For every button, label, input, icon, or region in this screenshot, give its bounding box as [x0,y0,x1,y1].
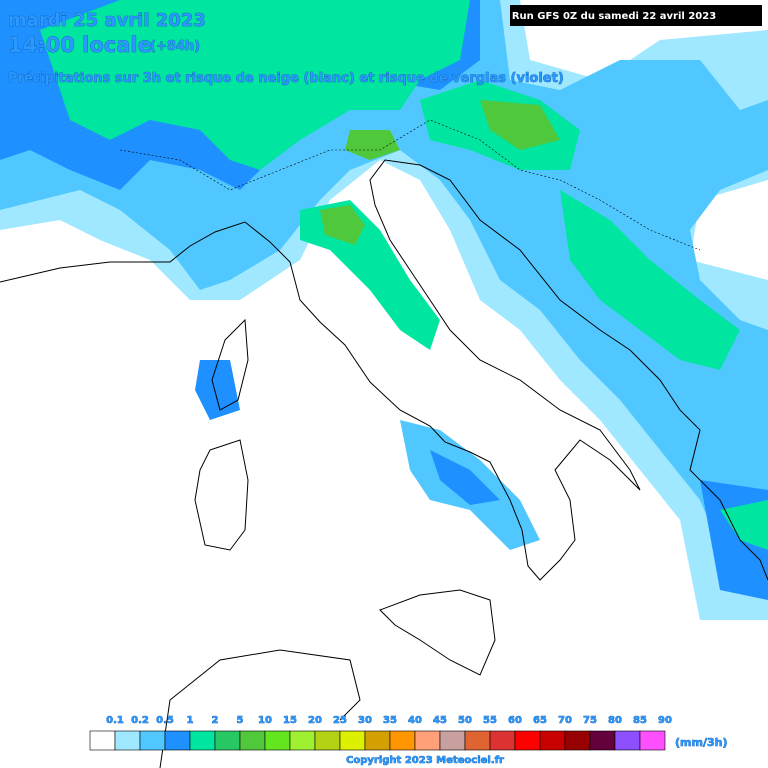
legend-label: 30 [358,715,372,726]
lead-label: (+84h) [150,39,200,54]
precipitation-field [0,0,768,620]
legend-label: 0.5 [156,715,174,726]
time-label: 14:00 locale [8,33,152,57]
legend-label: 75 [583,715,597,726]
coastlines [0,119,768,768]
legend-label: 0.1 [106,715,124,726]
legend: 0.1 0.2 0.5 1 2 5 10 15 20 25 30 35 40 45 50 55 60 65 70 75… [89,715,672,751]
legend-label: 60 [508,715,522,726]
legend-swatch [439,730,466,751]
legend-label: 90 [658,715,672,726]
legend-swatch [139,730,166,751]
run-label: Run GFS 0Z du samedi 22 avril 2023 [512,11,716,22]
legend-label: 0.2 [131,715,149,726]
legend-swatch [164,730,191,751]
subtitle: Précipitations sur 3h et risque de neige… [8,71,564,86]
legend-swatch [614,730,641,751]
legend-label: 50 [458,715,472,726]
legend-label: 40 [408,715,422,726]
legend-swatch [464,730,491,751]
legend-label: 65 [533,715,547,726]
legend-swatch [639,730,666,751]
legend-swatch [414,730,441,751]
legend-swatch [214,730,241,751]
legend-label: 1 [187,715,194,726]
legend-swatch [114,730,141,751]
legend-label: 80 [608,715,622,726]
legend-swatch [589,730,616,751]
legend-label: 10 [258,715,272,726]
legend-label: 15 [283,715,297,726]
legend-swatch [364,730,391,751]
legend-swatch [339,730,366,751]
legend-swatch [289,730,316,751]
legend-label: 55 [483,715,497,726]
legend-label: 5 [237,715,244,726]
legend-label: 85 [633,715,647,726]
legend-label: 35 [383,715,397,726]
copyright: Copyright 2023 Meteociel.fr [346,755,504,766]
legend-label: 25 [333,715,347,726]
legend-swatch [389,730,416,751]
legend-swatch [264,730,291,751]
legend-label: 70 [558,715,572,726]
legend-swatch [539,730,566,751]
legend-label: 20 [308,715,322,726]
legend-swatch [89,730,116,751]
legend-swatch [239,730,266,751]
legend-swatch [314,730,341,751]
legend-swatch [564,730,591,751]
legend-swatch [489,730,516,751]
legend-unit: (mm/3h) [675,736,727,749]
legend-label: 45 [433,715,447,726]
legend-label: 2 [212,715,219,726]
date-label: mardi 25 avril 2023 [8,10,206,31]
run-box [510,5,762,26]
legend-swatch [514,730,541,751]
legend-swatch [189,730,216,751]
